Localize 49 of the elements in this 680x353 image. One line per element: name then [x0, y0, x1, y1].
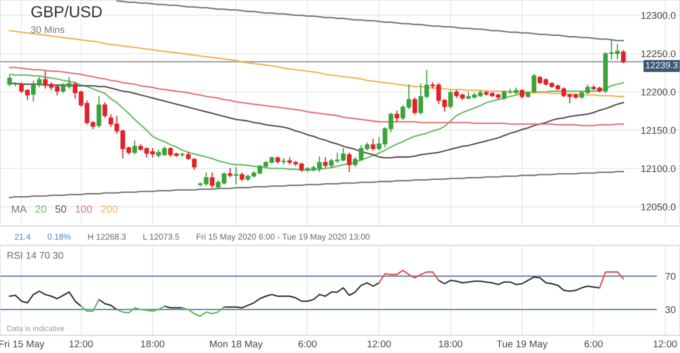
x-tick-label: 6:00 — [298, 340, 317, 348]
text: 50 — [55, 205, 66, 213]
x-tick-label: 18:00 — [439, 340, 462, 348]
x-tick-label: 12:00 — [654, 340, 677, 348]
candlestick — [621, 50, 626, 64]
candlestick — [180, 152, 185, 157]
x-tick-label: Mon 18 May — [210, 340, 263, 350]
chart-title: GBP/USD — [31, 6, 102, 18]
line-series — [8, 74, 624, 171]
x-tick-label: 18:00 — [141, 340, 164, 348]
text: 30 Mins — [30, 26, 64, 34]
text: Fri 15 May 2020 6:00 - Tue 19 May 2020 13:00 — [196, 234, 370, 242]
candlestick — [102, 102, 108, 118]
ref-line-label: 12239.3 — [646, 62, 678, 68]
candlestick — [346, 152, 352, 172]
text: H 12268.3 — [88, 234, 126, 240]
candlestick — [96, 96, 102, 128]
x-tick-label: 6:00 — [584, 340, 603, 348]
line-series — [116, 0, 624, 42]
x-tick-label: 12:00 — [70, 340, 93, 348]
candlestick — [281, 158, 286, 164]
candlestick — [210, 172, 214, 188]
text: RSI 14 70 30 — [8, 252, 64, 259]
candlestick — [132, 140, 138, 154]
y-tick-label: 12300.0 — [641, 12, 676, 19]
text: 100 — [76, 205, 92, 213]
text: 0.18% — [48, 234, 71, 240]
y-tick-label: 70 — [666, 272, 676, 280]
line-series — [8, 170, 624, 198]
text: L 12073.5 — [143, 234, 180, 240]
legend-title: MA — [12, 205, 27, 213]
y-tick-label: 12150.0 — [641, 126, 676, 134]
candlestick — [412, 97, 418, 115]
candlestick — [394, 110, 400, 122]
text: 20 — [36, 205, 46, 213]
y-tick-label: 12100.0 — [641, 165, 676, 172]
y-tick-label: 12050.0 — [641, 204, 676, 210]
candlestick — [234, 167, 238, 184]
x-tick-label: Tue 19 May — [496, 340, 548, 350]
y-tick-label: 30 — [665, 306, 676, 314]
y-tick-label: 12250.0 — [641, 50, 676, 58]
candlestick — [370, 138, 376, 151]
candlestick — [192, 158, 197, 170]
x-tick-label: 12:00 — [368, 340, 391, 348]
text: 21.4 — [14, 234, 30, 240]
candlestick — [448, 90, 453, 109]
text: 200 — [101, 205, 118, 213]
candlestick — [323, 157, 328, 168]
y-tick-label: 12200.0 — [641, 88, 676, 96]
